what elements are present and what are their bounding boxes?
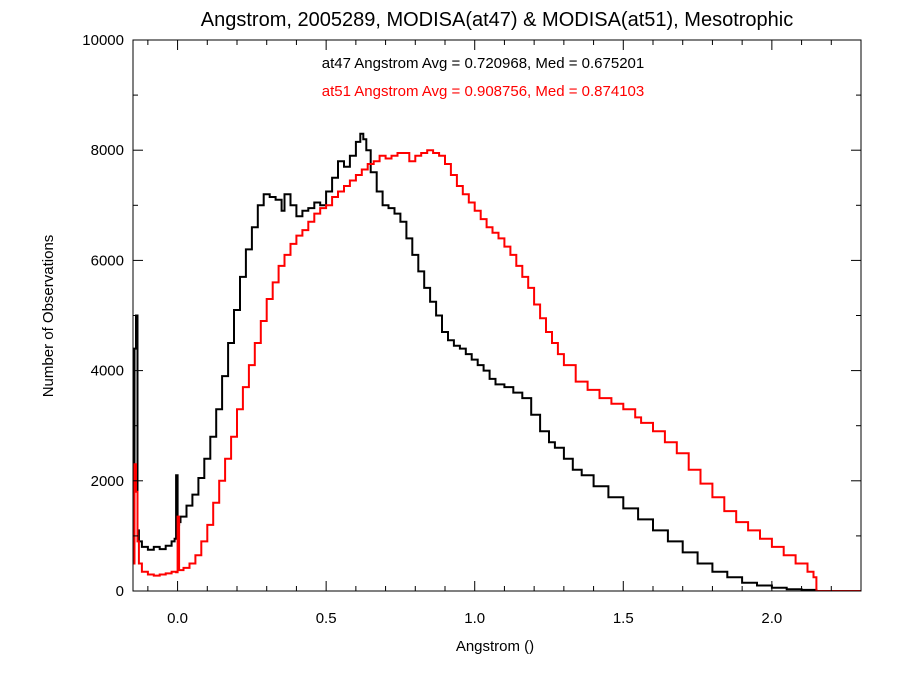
x-axis-label: Angstrom () (456, 638, 534, 655)
y-tick-label: 0 (116, 583, 124, 600)
x-tick-label: 1.0 (464, 610, 485, 627)
plot-frame (132, 39, 862, 592)
x-tick-label: 0.5 (316, 610, 337, 627)
x-tick-label: 1.5 (613, 610, 634, 627)
y-tick-label: 10000 (82, 32, 124, 49)
tick-labels-layer: 0.0 0.5 1.0 1.5 2.0 0 2000 4000 6000 8000 10000 (82, 32, 782, 627)
series-line-0 (133, 132, 861, 591)
chart-title: Angstrom, 2005289, MODISA(at47) & MODISA… (201, 9, 793, 31)
y-axis-label: Number of Observations (40, 235, 57, 398)
plot-area (132, 39, 862, 592)
x-tick-label: 0.0 (167, 610, 188, 627)
series-layer (133, 132, 861, 591)
ticks-layer (133, 39, 862, 592)
y-tick-label: 6000 (91, 252, 124, 269)
y-tick-label: 2000 (91, 473, 124, 490)
annotation-at47: at47 Angstrom Avg = 0.720968, Med = 0.67… (322, 55, 644, 72)
x-tick-label: 2.0 (761, 610, 782, 627)
y-tick-label: 4000 (91, 363, 124, 380)
y-tick-label: 8000 (91, 142, 124, 159)
annotation-at51: at51 Angstrom Avg = 0.908756, Med = 0.87… (322, 83, 644, 100)
series-line-1 (133, 149, 861, 591)
